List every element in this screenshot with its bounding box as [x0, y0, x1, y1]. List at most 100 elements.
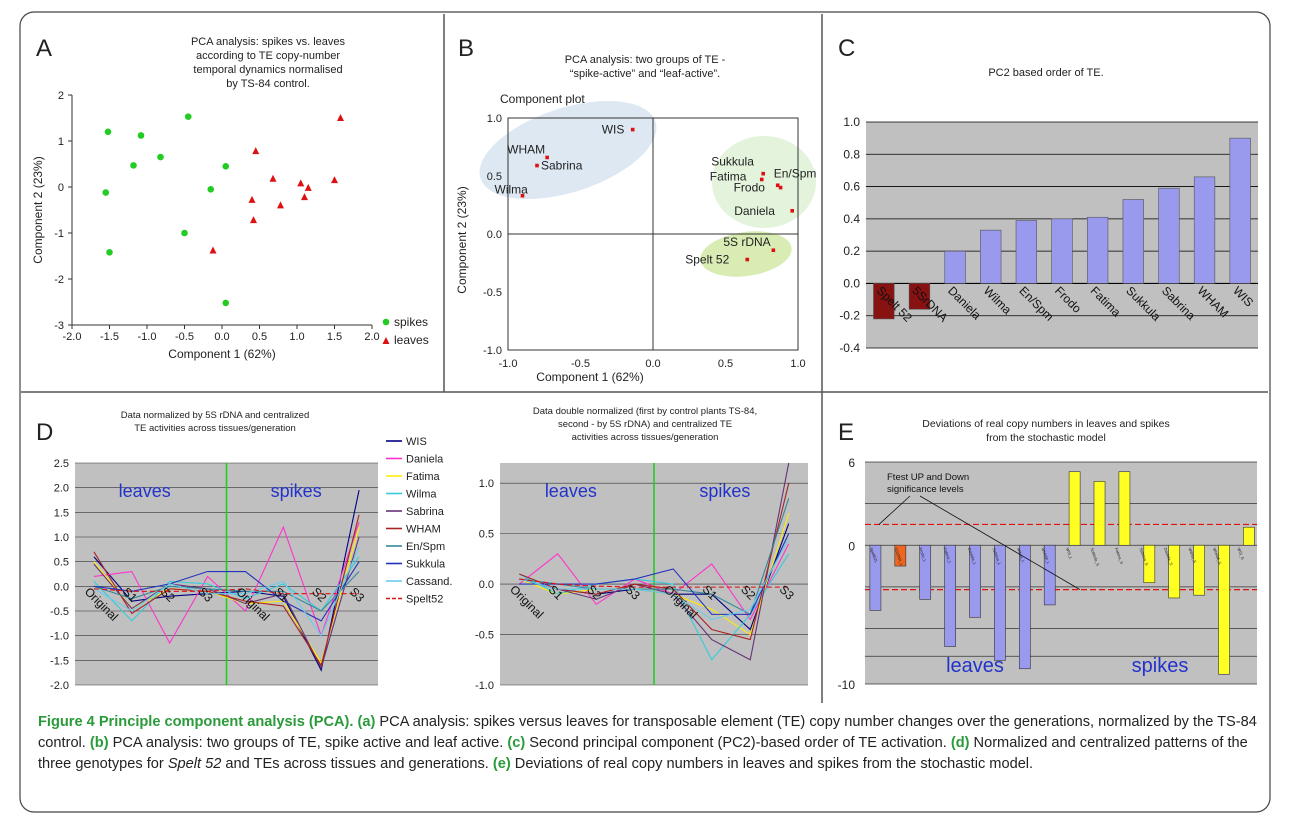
- panel-a-x-axis-label: Component 1 (62%): [168, 347, 275, 361]
- panel-a-y-tick-label: -2: [54, 274, 64, 286]
- panel-a-point-leaves: [277, 201, 284, 209]
- panel-d1-group-spikes: spikes: [271, 481, 322, 501]
- panel-a-title-2: temporal dynamics normalised: [193, 64, 342, 76]
- panel-e-bar: [1218, 544, 1230, 675]
- panel-d2-y-tick-label: 0.5: [479, 529, 494, 541]
- panel-e-category-label: Sabrina_L: [991, 547, 1002, 567]
- panel-e-y-tick-label: 0: [848, 539, 855, 553]
- panel-a-x-tick-label: -1.5: [100, 331, 119, 343]
- panel-a-x-tick-label: 1.5: [327, 331, 342, 343]
- panel-e-annotation-arrow-down: [919, 495, 1081, 590]
- panel-b-y-tick-label: -0.5: [483, 287, 502, 299]
- panel-d1-legend-label: Wilma: [406, 489, 437, 501]
- panel-d2-y-tick-label: -0.5: [475, 630, 494, 642]
- panel-e-category-label: Spelt52L: [869, 547, 879, 564]
- panel-a-point-leaves: [301, 193, 308, 201]
- panel-b-point: [775, 183, 780, 188]
- caption-tag-b: (b): [89, 735, 109, 751]
- panel-e-annotation-arrow-up: [878, 495, 911, 525]
- panel-d2-title-0: Data double normalized (first by control…: [533, 406, 757, 417]
- caption-tag-c: (c): [507, 735, 526, 751]
- panel-b-point: [761, 171, 765, 176]
- panel-d1-legend-label: En/Spm: [406, 541, 445, 553]
- panel-a-point-leaves: [304, 183, 312, 191]
- panel-b-point-label: Sabrina: [541, 159, 583, 173]
- panel-b-y-tick-label: 0.0: [487, 229, 502, 241]
- panel-d1-y-tick-label: 1.5: [54, 507, 69, 519]
- panel-b-point: [630, 127, 635, 132]
- caption-text-d2: and TEs across tissues and generations.: [221, 756, 493, 772]
- panel-a-title-1: according to TE copy-number: [196, 50, 340, 62]
- panel-e-bar: [894, 544, 907, 567]
- panel-a-x-tick-label: -1.0: [138, 331, 157, 343]
- panel-b-point-label: 5S rDNA: [723, 235, 770, 249]
- panel-d1-legend-label: Spelt52: [406, 594, 443, 606]
- panel-b-x-tick-label: 0.0: [645, 358, 660, 370]
- panel-d2-series-line: [519, 483, 790, 641]
- panel-d1-legend-label: WIS: [406, 436, 427, 448]
- caption-text-d: Normalized and centralized patterns of t…: [38, 735, 1248, 772]
- panel-d1-y-tick-label: -2.0: [50, 680, 69, 692]
- panel-b-point: [778, 185, 783, 190]
- panel-a-point-leaves: [269, 174, 277, 182]
- panel-a-point-spikes: [106, 249, 113, 256]
- panel-d1-y-tick-label: 0.0: [54, 581, 69, 593]
- panel-a-point-spikes: [222, 299, 230, 307]
- panel-a-point-spikes: [130, 162, 137, 169]
- panel-a-legend-leaves: leaves: [394, 333, 429, 347]
- panel-b-point-label: WIS: [602, 123, 625, 137]
- panel-c-bar: [944, 250, 966, 284]
- panel-a-y-tick-label: 1: [58, 136, 64, 148]
- panel-c-bar: [1015, 220, 1037, 284]
- panel-d1-y-tick-label: -1.0: [50, 631, 69, 643]
- panel-letter-d: D: [36, 419, 53, 446]
- panel-e-category-label: Frodo_L: [918, 547, 928, 563]
- panel-a-legend-marker-spikes: [382, 318, 390, 326]
- panel-b-point: [535, 163, 539, 168]
- panel-b-subtitle: Component plot: [500, 92, 585, 106]
- panel-c-bar: [908, 283, 931, 310]
- panel-a-x-tick-label: 2.0: [364, 331, 379, 343]
- panel-d1-series-line: [93, 546, 360, 637]
- panel-a-title-3: by TS-84 control.: [226, 78, 310, 90]
- panel-a-point-spikes: [207, 186, 215, 193]
- figure-caption: Figure 4 Principle component analysis (P…: [38, 712, 1264, 775]
- panel-e-title-1: from the stochastic model: [986, 432, 1106, 444]
- caption-text-b: PCA analysis: two groups of TE, spike ac…: [108, 735, 508, 751]
- panel-a-point-leaves: [331, 176, 338, 184]
- panel-c-bar: [1122, 199, 1144, 284]
- panel-e-bar: [1093, 481, 1106, 546]
- panel-a-title-0: PCA analysis: spikes vs. leaves: [191, 36, 346, 48]
- panel-c-y-tick-label: 0.6: [843, 180, 860, 194]
- panel-e-category-label: WHAM_S: [1212, 547, 1223, 566]
- panel-d1-group-leaves: leaves: [119, 481, 171, 501]
- panel-c-bar: [1087, 216, 1109, 284]
- panel-b-point-label: Wilma: [495, 183, 529, 197]
- panel-b-point-label: WHAM: [507, 142, 545, 156]
- panel-c-title-0: PC2 based order of TE.: [988, 67, 1103, 79]
- panel-b-title-1: “spike-active” and “leaf-active”.: [570, 68, 720, 80]
- figure-frame: [19, 11, 1271, 813]
- panel-e-category-label: Wilma_S: [1187, 547, 1197, 564]
- panel-a-y-axis-label: Component 2 (23%): [31, 156, 45, 263]
- panel-b-point-label: En/Spm: [774, 166, 817, 180]
- panel-b-x-tick-label: 0.5: [718, 358, 733, 370]
- panel-b-point-label: Fatima: [710, 169, 747, 183]
- panel-e-category-label: WHAM_L: [1040, 547, 1051, 566]
- panel-e-category-label: Daniela_S: [1163, 547, 1174, 566]
- panel-b-cluster-leaf-active: [479, 100, 657, 200]
- panel-d1-y-tick-label: 2.5: [54, 458, 69, 470]
- panel-a-legend-marker-leaves: [382, 337, 390, 344]
- panel-e-y-tick-label: 6: [848, 456, 855, 470]
- panel-a-x-tick-label: -2.0: [63, 331, 82, 343]
- panel-a-point-spikes: [157, 153, 164, 161]
- panel-a-point-spikes: [137, 132, 145, 139]
- panel-e-category-label: WIS_L: [1065, 547, 1074, 561]
- caption-italic-d: Spelt 52: [167, 756, 222, 772]
- panel-d2-y-tick-label: 0.0: [479, 579, 494, 591]
- panel-b-x-tick-label: -1.0: [499, 358, 518, 370]
- panel-c-y-tick-label: -0.4: [839, 341, 860, 355]
- panel-b-point-label: Daniela: [734, 204, 775, 218]
- panel-letter-a: A: [36, 35, 52, 62]
